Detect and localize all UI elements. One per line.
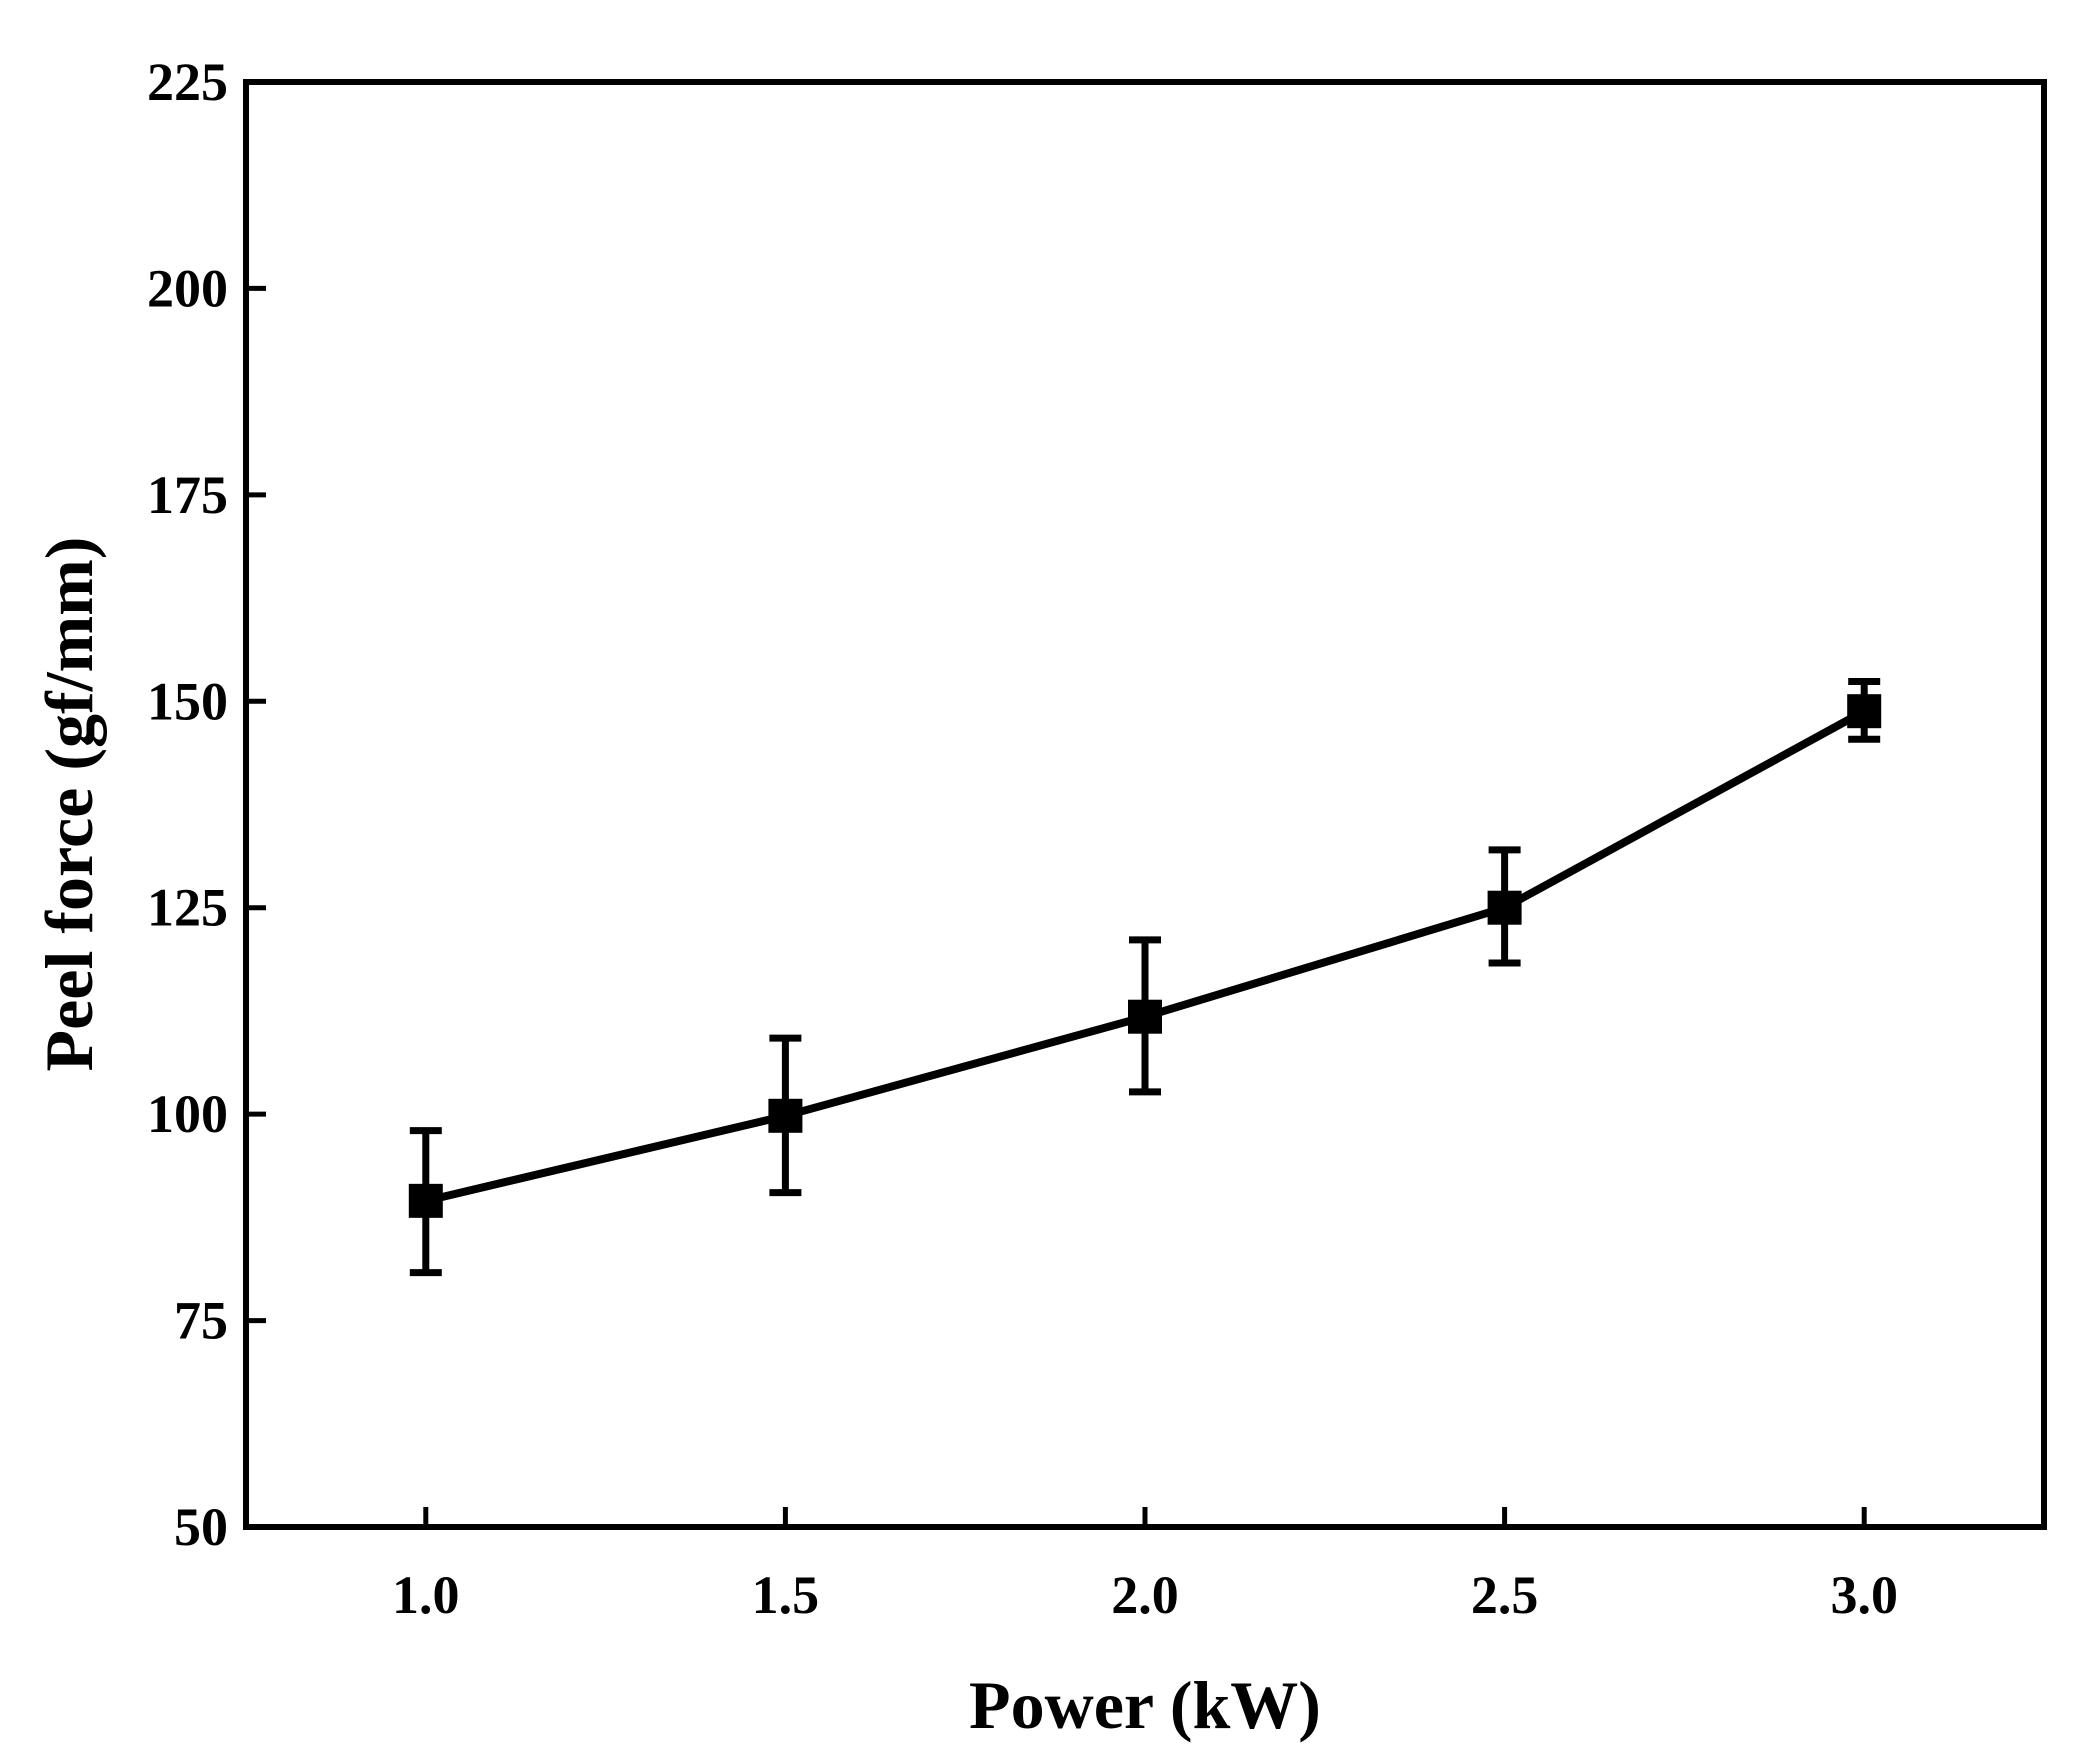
y-axis-ticks: 50 75 100 125 150 175 200 225	[147, 52, 266, 1557]
y-tick-label: 150	[147, 671, 228, 731]
x-tick-label: 1.0	[392, 1565, 460, 1625]
data-point-marker	[408, 1183, 443, 1218]
y-tick-label: 175	[147, 465, 228, 525]
plot-frame	[243, 79, 2047, 1530]
x-axis-title: Power (kW)	[969, 1667, 1321, 1743]
y-tick-label: 225	[147, 52, 228, 112]
x-tick-label: 3.0	[1830, 1565, 1898, 1625]
y-tick-label: 50	[174, 1497, 228, 1557]
data-point-marker	[1128, 999, 1162, 1034]
y-tick-label: 100	[147, 1084, 228, 1144]
y-axis-title: Peel force (gf/mm)	[31, 537, 107, 1072]
y-tick-label: 75	[174, 1291, 228, 1351]
data-point-marker	[1487, 890, 1522, 925]
data-point-marker	[768, 1098, 803, 1133]
x-tick-label: 2.0	[1111, 1565, 1179, 1625]
x-tick-label: 1.5	[752, 1565, 820, 1625]
series-layer	[408, 677, 1882, 1277]
y-tick-label: 125	[147, 878, 228, 938]
x-tick-label: 2.5	[1471, 1565, 1539, 1625]
data-point-marker	[1847, 694, 1882, 729]
y-tick-label: 200	[147, 258, 228, 318]
x-axis-ticks: 1.0 1.5 2.0 2.5 3.0	[392, 1507, 1898, 1625]
